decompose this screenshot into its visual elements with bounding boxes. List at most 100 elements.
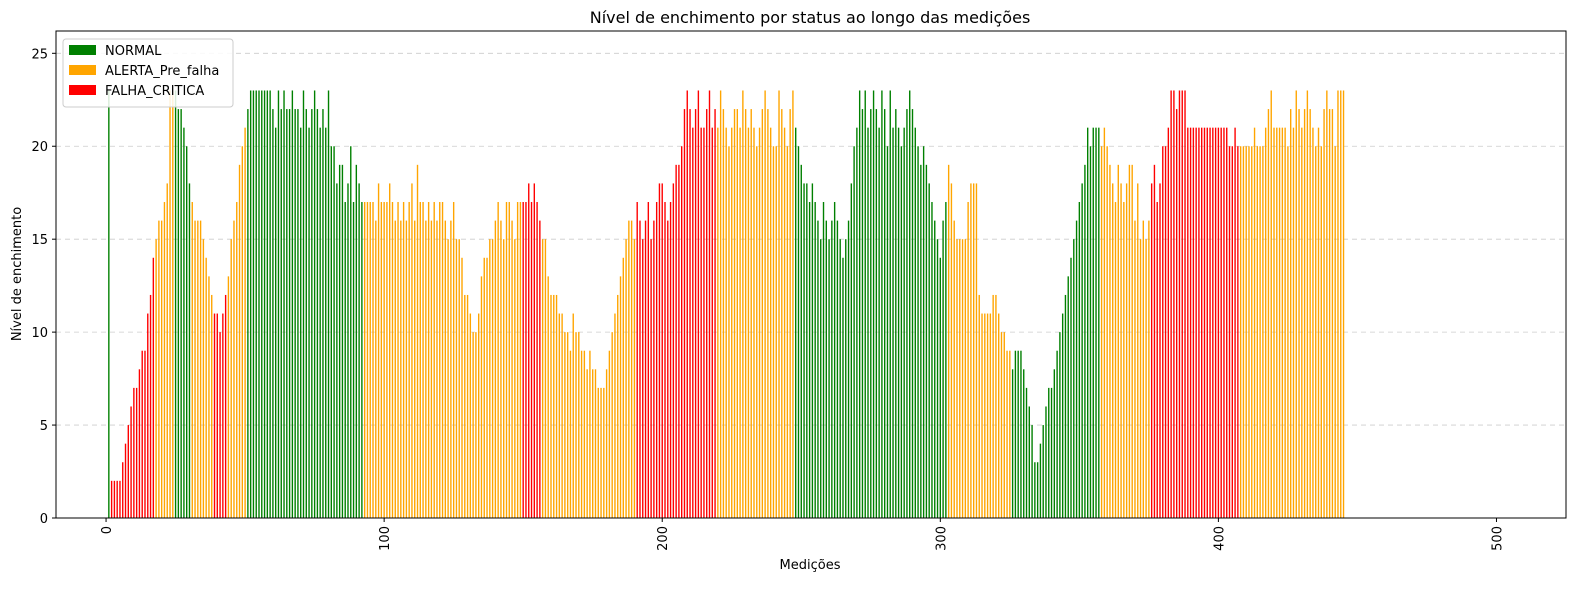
bar-alerta-pre-falha	[508, 202, 510, 518]
bar-alerta-pre-falha	[466, 294, 469, 518]
bar-normal	[1025, 387, 1028, 518]
bar-falha-critica	[639, 220, 641, 519]
bar-normal	[1095, 127, 1097, 518]
legend-label: ALERTA_Pre_falha	[105, 64, 219, 79]
bar-alerta-pre-falha	[1273, 127, 1275, 518]
bar-alerta-pre-falha	[1270, 90, 1272, 518]
bar-alerta-pre-falha	[566, 332, 569, 518]
bar-falha-critica	[539, 220, 541, 519]
bar-alerta-pre-falha	[394, 220, 396, 519]
bar-falha-critica	[536, 202, 538, 518]
bar-normal	[911, 109, 914, 519]
bar-normal	[1092, 127, 1094, 518]
bar-falha-critica	[697, 90, 700, 518]
bar-alerta-pre-falha	[430, 220, 433, 519]
bar-alerta-pre-falha	[555, 294, 558, 518]
bar-alerta-pre-falha	[775, 146, 777, 519]
bar-falha-critica	[222, 313, 224, 518]
bar-normal	[277, 90, 280, 518]
bar-alerta-pre-falha	[461, 257, 463, 518]
bar-normal	[347, 183, 349, 518]
bar-alerta-pre-falha	[452, 202, 455, 518]
bar-alerta-pre-falha	[731, 127, 733, 518]
bar-alerta-pre-falha	[747, 127, 750, 518]
x-axis-ticks: 0 100 200 300 400 500	[100, 518, 1505, 551]
bar-normal	[814, 202, 816, 518]
bar-falha-critica	[1201, 127, 1203, 518]
bar-falha-critica	[1228, 146, 1231, 519]
bar-falha-critica	[1226, 127, 1228, 518]
bar-alerta-pre-falha	[1142, 220, 1145, 519]
bar-alerta-pre-falha	[1131, 164, 1133, 518]
bar-falha-critica	[678, 164, 680, 518]
bar-falha-critica	[1217, 127, 1220, 518]
bar-falha-critica	[224, 294, 227, 518]
y-tick-label: 10	[31, 326, 48, 341]
bar-falha-critica	[667, 220, 669, 519]
bar-normal	[1064, 294, 1067, 518]
bar-normal	[831, 220, 833, 519]
bar-alerta-pre-falha	[614, 313, 616, 518]
bar-falha-critica	[650, 239, 652, 518]
bar-alerta-pre-falha	[761, 109, 764, 519]
bar-falha-critica	[116, 480, 118, 518]
bar-alerta-pre-falha	[619, 276, 622, 518]
bar-alerta-pre-falha	[742, 90, 744, 518]
bar-normal	[1059, 332, 1061, 518]
bar-normal	[1020, 350, 1022, 518]
bar-falha-critica	[708, 90, 711, 518]
bar-alerta-pre-falha	[363, 202, 366, 518]
bar-alerta-pre-falha	[172, 90, 174, 518]
bar-falha-critica	[122, 462, 124, 518]
bar-falha-critica	[1220, 127, 1222, 518]
bar-normal	[283, 90, 285, 518]
bar-normal	[174, 90, 177, 518]
bar-normal	[828, 239, 830, 518]
bar-alerta-pre-falha	[769, 127, 772, 518]
bar-normal	[820, 239, 822, 518]
legend: NORMAL ALERTA_Pre_falha FALHA_CRITICA	[62, 38, 234, 108]
bar-falha-critica	[1198, 127, 1200, 518]
bar-alerta-pre-falha	[1315, 146, 1317, 519]
bar-alerta-pre-falha	[1145, 239, 1147, 518]
bar-alerta-pre-falha	[603, 387, 605, 518]
bar-normal	[319, 127, 321, 518]
bar-alerta-pre-falha	[750, 109, 752, 519]
grid-lines	[56, 52, 1566, 519]
bar-alerta-pre-falha	[586, 369, 588, 518]
bar-alerta-pre-falha	[717, 127, 719, 518]
bar-alerta-pre-falha	[561, 313, 563, 518]
bar-normal	[294, 109, 296, 519]
bar-normal	[344, 202, 346, 518]
bar-alerta-pre-falha	[1306, 90, 1309, 518]
bar-alerta-pre-falha	[1100, 146, 1103, 519]
bar-alerta-pre-falha	[389, 183, 391, 518]
bar-alerta-pre-falha	[514, 239, 516, 518]
bar-normal	[252, 90, 255, 518]
bar-normal	[322, 109, 324, 519]
bar-alerta-pre-falha	[972, 183, 975, 518]
bar-falha-critica	[700, 127, 702, 518]
bar-alerta-pre-falha	[1256, 146, 1259, 519]
bar-alerta-pre-falha	[772, 146, 775, 519]
bar-alerta-pre-falha	[439, 202, 441, 518]
bar-falha-critica	[522, 202, 524, 518]
bar-alerta-pre-falha	[1251, 146, 1253, 519]
bar-normal	[1098, 127, 1100, 518]
legend-swatch	[69, 65, 96, 75]
x-tick-label: 500	[1490, 526, 1505, 551]
bar-alerta-pre-falha	[981, 313, 983, 518]
bar-falha-critica	[1209, 127, 1211, 518]
bar-alerta-pre-falha	[1264, 127, 1267, 518]
bar-normal	[906, 109, 908, 519]
bar-normal	[833, 202, 836, 518]
bar-alerta-pre-falha	[564, 332, 566, 518]
bar-alerta-pre-falha	[419, 202, 421, 518]
bar-falha-critica	[706, 109, 708, 519]
bar-normal	[341, 164, 344, 518]
bar-alerta-pre-falha	[583, 350, 586, 518]
bar-normal	[1078, 202, 1081, 518]
bar-alerta-pre-falha	[789, 109, 791, 519]
